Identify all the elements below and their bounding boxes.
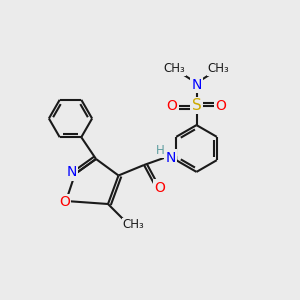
Text: H: H xyxy=(155,144,164,157)
Text: O: O xyxy=(154,181,165,194)
Text: CH₃: CH₃ xyxy=(164,62,185,75)
Text: N: N xyxy=(165,151,176,164)
Text: O: O xyxy=(216,99,226,112)
Text: N: N xyxy=(191,78,202,92)
Text: O: O xyxy=(59,196,70,209)
Text: CH₃: CH₃ xyxy=(123,218,144,232)
Text: CH₃: CH₃ xyxy=(208,62,229,75)
Text: N: N xyxy=(66,166,76,179)
Text: O: O xyxy=(167,99,177,112)
Text: S: S xyxy=(192,98,201,113)
